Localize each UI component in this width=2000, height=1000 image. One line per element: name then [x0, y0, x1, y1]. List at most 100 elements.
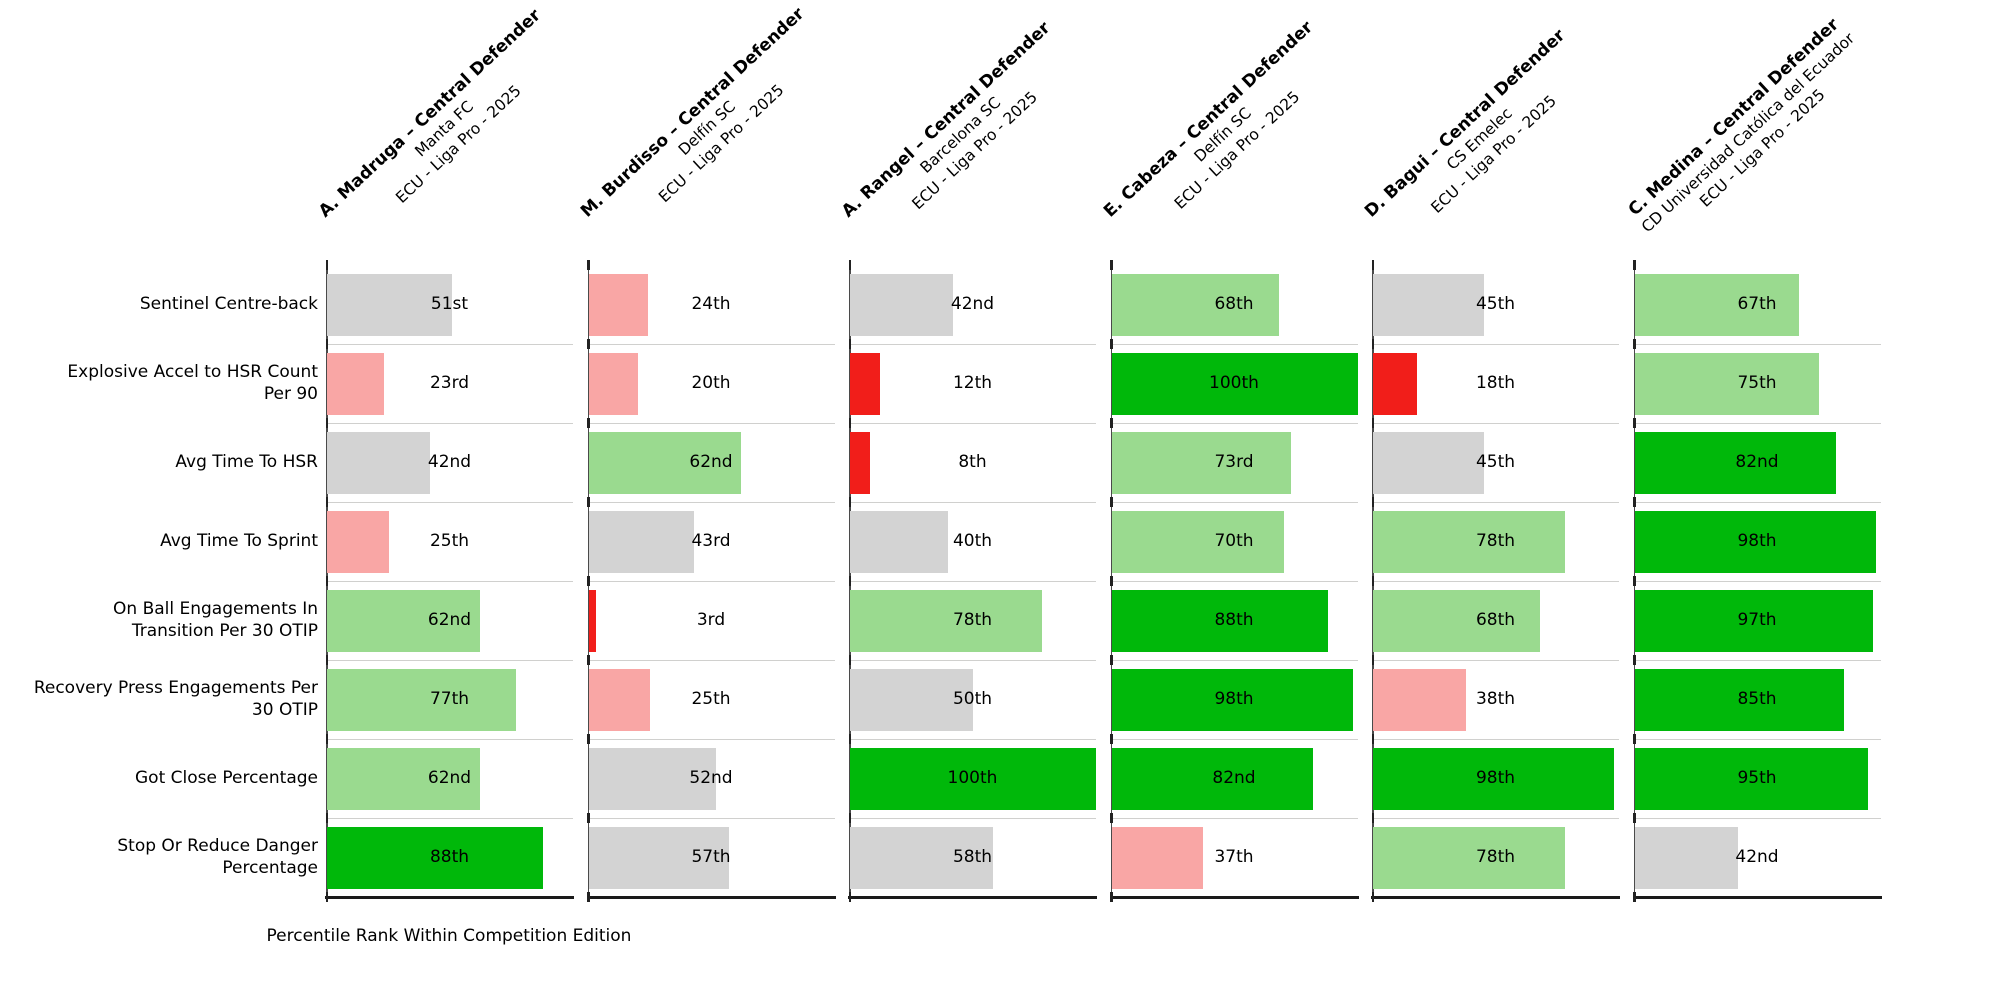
percentile-value-label: 82nd	[1735, 452, 1779, 472]
metric-label-line: On Ball Engagements In	[113, 599, 318, 619]
chart-panel: 51st 23rd 42nd 25th 62nd 77th 62nd 88th	[325, 260, 574, 902]
chart-panel: 45th 18th 45th 78th 68th 38th 98th 78th	[1371, 260, 1620, 902]
axis-spine-bottom	[848, 896, 1097, 899]
percentile-bar	[1373, 747, 1615, 810]
row-separator	[849, 660, 1096, 661]
row-separator	[587, 344, 835, 345]
percentile-value-label: 77th	[429, 689, 470, 709]
axis-tick	[1633, 339, 1636, 349]
percentile-bar	[1373, 826, 1565, 889]
axis-tick	[587, 497, 590, 507]
percentile-value-label: 78th	[952, 610, 993, 630]
player-header: A. Madruga – Central Defender Manta FC ECU…	[315, 5, 574, 253]
axis-tick	[587, 339, 590, 349]
percentile-bar	[1111, 352, 1358, 415]
axis-tick	[1633, 734, 1636, 744]
row-separator	[849, 344, 1096, 345]
axis-tick	[1633, 813, 1636, 823]
percentile-value-label: 43rd	[691, 531, 731, 551]
metric-label: On Ball Engagements In Transition Per 30 …	[0, 581, 318, 660]
percentile-bar	[327, 747, 480, 810]
axis-tick	[325, 576, 328, 586]
percentile-bar	[327, 352, 384, 415]
percentile-value-label: 42nd	[950, 294, 995, 314]
row-separator	[1372, 818, 1619, 819]
percentile-value-label: 40th	[952, 531, 993, 551]
percentile-bar	[1634, 273, 1800, 336]
percentile-value-label: 37th	[1214, 847, 1254, 867]
chart-panel: 24th 20th 62nd 43rd 3rd 25th 52nd 57th	[586, 260, 836, 902]
percentile-bar	[327, 589, 480, 652]
player-team: Delfín SC	[1190, 104, 1255, 166]
percentile-bar	[1111, 510, 1284, 573]
row-separator	[1110, 739, 1358, 740]
axis-tick	[325, 813, 328, 823]
percentile-bar	[588, 510, 695, 573]
percentile-bar	[327, 273, 453, 336]
axis-tick	[325, 339, 328, 349]
percentile-value-label: 78th	[1475, 847, 1516, 867]
percentile-bar	[1373, 352, 1418, 415]
row-separator	[587, 739, 835, 740]
percentile-value-label: 45th	[1475, 294, 1516, 314]
percentile-value-label: 24th	[691, 294, 731, 314]
row-separator	[587, 502, 835, 503]
axis-tick	[848, 655, 851, 665]
percentile-value-label: 23rd	[429, 373, 470, 393]
row-separator	[849, 423, 1096, 424]
metric-label-line: Got Close Percentage	[135, 767, 318, 788]
player-header: M. Burdisso – Central Defender Delfín SC E…	[577, 4, 838, 253]
axis-tick	[848, 813, 851, 823]
player-name: M. Burdisso – Central Defender	[576, 3, 808, 222]
row-separator	[849, 818, 1096, 819]
percentile-value-label: 98th	[1214, 689, 1254, 709]
row-separator	[1110, 818, 1358, 819]
percentile-value-label: 25th	[429, 531, 470, 551]
percentile-bar	[850, 431, 870, 494]
percentile-bar	[850, 352, 880, 415]
axis-tick	[1633, 892, 1636, 902]
axis-tick	[587, 260, 590, 270]
axis-tick	[1371, 734, 1374, 744]
percentile-bar	[1111, 431, 1292, 494]
percentile-value-label: 50th	[952, 689, 993, 709]
percentile-value-label: 68th	[1214, 294, 1254, 314]
row-separator	[1633, 423, 1881, 424]
row-separator	[849, 581, 1096, 582]
percentile-value-label: 62nd	[427, 610, 472, 630]
percentile-bar	[850, 668, 973, 731]
axis-tick	[848, 497, 851, 507]
axis-tick	[587, 576, 590, 586]
axis-tick	[1371, 339, 1374, 349]
axis-tick	[848, 260, 851, 270]
axis-tick	[1371, 576, 1374, 586]
percentile-value-label: 12th	[952, 373, 993, 393]
percentile-bar	[588, 273, 648, 336]
axis-spine-bottom	[1109, 896, 1359, 899]
percentile-bar	[850, 826, 993, 889]
axis-tick	[848, 339, 851, 349]
percentile-value-label: 57th	[691, 847, 731, 867]
percentile-bar	[850, 589, 1042, 652]
axis-spine-bottom	[586, 896, 836, 899]
player-team: Manta FC	[411, 97, 478, 161]
percentile-bar	[1111, 826, 1203, 889]
axis-tick	[1633, 576, 1636, 586]
percentile-bar	[1373, 273, 1484, 336]
axis-tick	[848, 734, 851, 744]
row-separator	[1372, 502, 1619, 503]
axis-tick	[1371, 813, 1374, 823]
percentile-bar	[1634, 668, 1844, 731]
percentile-value-label: 52nd	[689, 768, 733, 788]
row-separator	[1633, 818, 1881, 819]
player-team: CD Universidad Católica del Ecuador	[1637, 29, 1858, 237]
metric-label: Avg Time To HSR	[0, 423, 318, 502]
axis-tick	[1371, 497, 1374, 507]
percentile-value-label: 18th	[1475, 373, 1516, 393]
metric-label-line: Explosive Accel to HSR Count	[67, 362, 318, 382]
percentile-bar	[1634, 510, 1876, 573]
chart-panel: 67th 75th 82nd 98th 97th 85th 95th 42nd	[1632, 260, 1882, 902]
percentile-value-label: 98th	[1475, 768, 1516, 788]
axis-tick	[1110, 892, 1113, 902]
axis-tick	[587, 734, 590, 744]
